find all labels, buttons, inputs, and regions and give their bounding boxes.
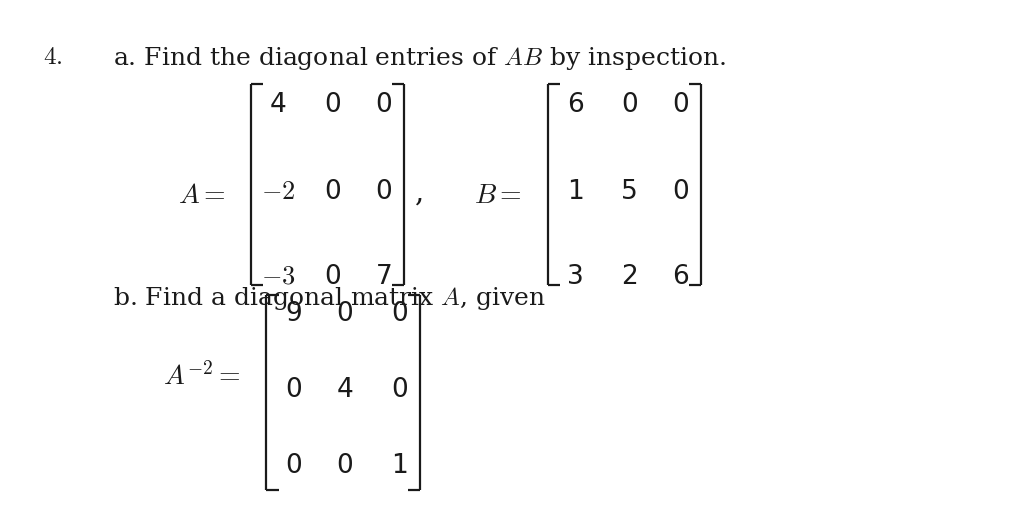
Text: 5: 5 — [622, 179, 638, 206]
Text: 6: 6 — [567, 92, 584, 119]
Text: $-3$: $-3$ — [261, 264, 296, 290]
Text: 9: 9 — [286, 300, 302, 327]
Text: 0: 0 — [325, 179, 341, 206]
Text: 3: 3 — [567, 264, 584, 290]
Text: 0: 0 — [391, 300, 408, 327]
Text: 0: 0 — [376, 92, 392, 119]
Text: 0: 0 — [325, 92, 341, 119]
Text: 0: 0 — [286, 377, 302, 403]
Text: 0: 0 — [337, 453, 353, 480]
Text: 0: 0 — [391, 377, 408, 403]
Text: 0: 0 — [337, 300, 353, 327]
Text: $\mathbf{4.}$: $\mathbf{4.}$ — [43, 45, 62, 69]
Text: ,: , — [415, 178, 424, 207]
Text: $\mathit{A}^{-2}=$: $\mathit{A}^{-2}=$ — [163, 363, 241, 391]
Text: 0: 0 — [325, 264, 341, 290]
Text: 0: 0 — [673, 179, 689, 206]
Text: 0: 0 — [286, 453, 302, 480]
Text: 0: 0 — [673, 92, 689, 119]
Text: a. Find the diagonal entries of $\mathit{AB}$ by inspection.: a. Find the diagonal entries of $\mathit… — [113, 45, 726, 72]
Text: 4: 4 — [337, 377, 353, 403]
Text: $\mathit{B}=$: $\mathit{B}=$ — [474, 181, 522, 209]
Text: 6: 6 — [673, 264, 689, 290]
Text: 1: 1 — [391, 453, 408, 480]
Text: 0: 0 — [376, 179, 392, 206]
Text: $-2$: $-2$ — [261, 179, 296, 206]
Text: 1: 1 — [567, 179, 584, 206]
Text: $\mathit{A}=$: $\mathit{A}=$ — [177, 181, 225, 209]
Text: 0: 0 — [622, 92, 638, 119]
Text: 2: 2 — [622, 264, 638, 290]
Text: 4: 4 — [270, 92, 287, 119]
Text: b. Find a diagonal matrix $\mathit{A}$, given: b. Find a diagonal matrix $\mathit{A}$, … — [113, 285, 545, 311]
Text: 7: 7 — [376, 264, 392, 290]
